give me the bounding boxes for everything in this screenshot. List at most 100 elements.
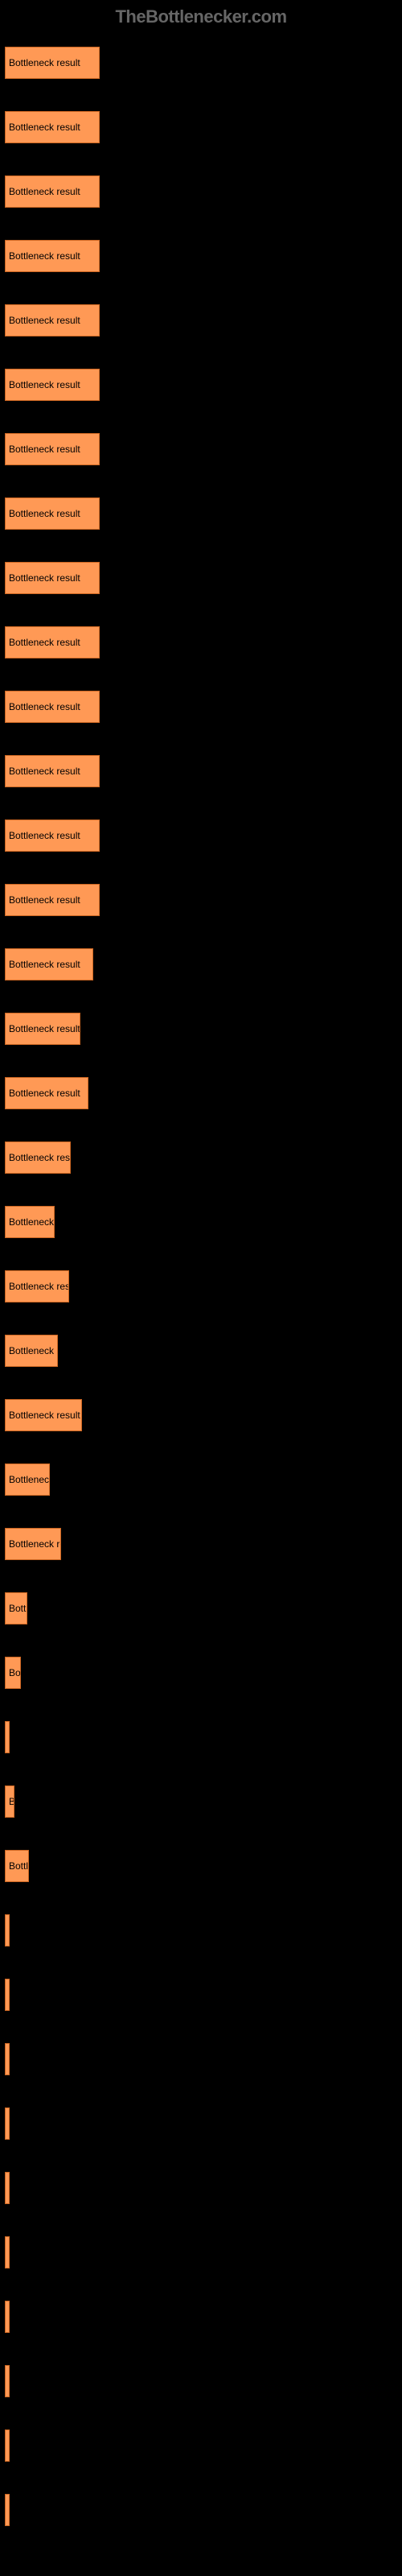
chart-bar: Bottleneck result (5, 948, 93, 980)
chart-bar: Bottleneck result (5, 819, 100, 852)
chart-bar: Bottleneck result (5, 626, 100, 658)
chart-bar: Bottleneck result (5, 1721, 10, 1753)
chart-bar: Bottleneck result (5, 2172, 10, 2204)
bar-row: Bottleneck result (5, 2351, 402, 2397)
bar-row: Bottleneck result (5, 1707, 402, 1753)
bar-row: Bottleneck result (5, 869, 402, 916)
bar-row: Bottleneck result (5, 1578, 402, 1624)
bar-label: Bottleneck result (9, 701, 80, 712)
chart-bar: Bottleneck result (5, 47, 100, 79)
chart-bar: Bottleneck result (5, 1979, 10, 2011)
bar-label: Bottleneck result (9, 572, 80, 584)
chart-bar: Bottleneck result (5, 1592, 27, 1624)
chart-bar: Bottleneck result (5, 1270, 69, 1302)
bar-row: Bottleneck result (5, 225, 402, 272)
bar-label: Bottleneck result (9, 508, 80, 519)
chart-bar: Bottleneck result (5, 2494, 10, 2526)
chart-bar: Bottleneck result (5, 1399, 82, 1431)
bar-row: Bottleneck result (5, 483, 402, 530)
bar-label: Bottleneck result (9, 186, 80, 197)
bar-row: Bottleneck result (5, 1191, 402, 1238)
bar-label: Bottleneck result (9, 1152, 71, 1163)
chart-bar: Bottleneck result (5, 2429, 10, 2462)
bar-label: Bottleneck result (9, 444, 80, 455)
chart-bar: Bottleneck result (5, 2107, 10, 2140)
bar-row: Bottleneck result (5, 1900, 402, 1946)
bar-label: Bottleneck result (9, 2118, 10, 2129)
bar-row: Bottleneck result (5, 419, 402, 465)
bar-label: Bottleneck result (9, 2311, 10, 2322)
bar-row: Bottleneck result (5, 547, 402, 594)
bar-label: Bottleneck result (9, 1410, 80, 1421)
chart-bar: Bottleneck result (5, 497, 100, 530)
bar-row: Bottleneck result (5, 741, 402, 787)
chart-bar: Bottleneck result (5, 1013, 80, 1045)
chart-bar: Bottleneck result (5, 111, 100, 143)
bar-label: Bottleneck result (9, 2054, 10, 2065)
chart-bar: Bottleneck result (5, 1141, 71, 1174)
bar-row: Bottleneck result (5, 2415, 402, 2462)
chart-bar: Bottleneck result (5, 1206, 55, 1238)
bar-label: Bottleneck result (9, 1860, 29, 1872)
chart-bar: Bottleneck result (5, 1850, 29, 1882)
chart-bar: Bottleneck result (5, 2365, 10, 2397)
bar-label: Bottleneck result (9, 1603, 27, 1614)
bar-label: Bottleneck result (9, 1732, 10, 1743)
bar-row: Bottleneck result (5, 354, 402, 401)
bar-label: Bottleneck result (9, 1474, 50, 1485)
bar-row: Bottleneck result (5, 1256, 402, 1302)
chart-bar: Bottleneck result (5, 1463, 50, 1496)
chart-bar: Bottleneck result (5, 1077, 88, 1109)
bar-row: Bottleneck result (5, 612, 402, 658)
bar-row: Bottleneck result (5, 2029, 402, 2075)
bar-row: Bottleneck result (5, 2286, 402, 2333)
bar-label: Bottleneck result (9, 57, 80, 68)
bar-row: Bottleneck result (5, 2222, 402, 2268)
chart-bar: Bottleneck result (5, 2236, 10, 2268)
bar-label: Bottleneck result (9, 122, 80, 133)
bar-label: Bottleneck result (9, 2247, 10, 2258)
chart-bar: Bottleneck result (5, 2043, 10, 2075)
bar-label: Bottleneck result (9, 830, 80, 841)
chart-bar: Bottleneck result (5, 1657, 21, 1689)
bar-label: Bottleneck result (9, 2504, 10, 2516)
bar-row: Bottleneck result (5, 1449, 402, 1496)
bar-row: Bottleneck result (5, 676, 402, 723)
bar-label: Bottleneck result (9, 1538, 61, 1550)
bar-label: Bottleneck result (9, 1216, 55, 1228)
bar-label: Bottleneck result (9, 1667, 21, 1678)
bar-label: Bottleneck result (9, 637, 80, 648)
chart-bar: Bottleneck result (5, 1335, 58, 1367)
bar-row: Bottleneck result (5, 1063, 402, 1109)
bar-row: Bottleneck result (5, 998, 402, 1045)
bar-label: Bottleneck result (9, 894, 80, 906)
chart-bar: Bottleneck result (5, 240, 100, 272)
bar-label: Bottleneck result (9, 1989, 10, 2000)
bar-row: Bottleneck result (5, 1320, 402, 1367)
bar-label: Bottleneck result (9, 2182, 10, 2194)
bar-label: Bottleneck result (9, 1023, 80, 1034)
chart-bar: Bottleneck result (5, 175, 100, 208)
bar-row: Bottleneck result (5, 1835, 402, 1882)
bar-label: Bottleneck result (9, 2440, 10, 2451)
chart-bar: Bottleneck result (5, 369, 100, 401)
bar-label: Bottleneck result (9, 315, 80, 326)
bar-row: Bottleneck result (5, 1771, 402, 1818)
chart-bar: Bottleneck result (5, 562, 100, 594)
bar-row: Bottleneck result (5, 1642, 402, 1689)
bar-label: Bottleneck result (9, 1281, 69, 1292)
chart-bar: Bottleneck result (5, 755, 100, 787)
bar-row: Bottleneck result (5, 97, 402, 143)
bar-row: Bottleneck result (5, 1127, 402, 1174)
bar-row: Bottleneck result (5, 1964, 402, 2011)
bar-row: Bottleneck result (5, 1513, 402, 1560)
bar-row: Bottleneck result (5, 934, 402, 980)
bar-row: Bottleneck result (5, 1385, 402, 1431)
bar-row: Bottleneck result (5, 290, 402, 336)
bar-row: Bottleneck result (5, 32, 402, 79)
bar-label: Bottleneck result (9, 2376, 10, 2387)
chart-bar: Bottleneck result (5, 884, 100, 916)
bar-row: Bottleneck result (5, 2093, 402, 2140)
chart-bar: Bottleneck result (5, 1785, 14, 1818)
chart-bar: Bottleneck result (5, 2301, 10, 2333)
